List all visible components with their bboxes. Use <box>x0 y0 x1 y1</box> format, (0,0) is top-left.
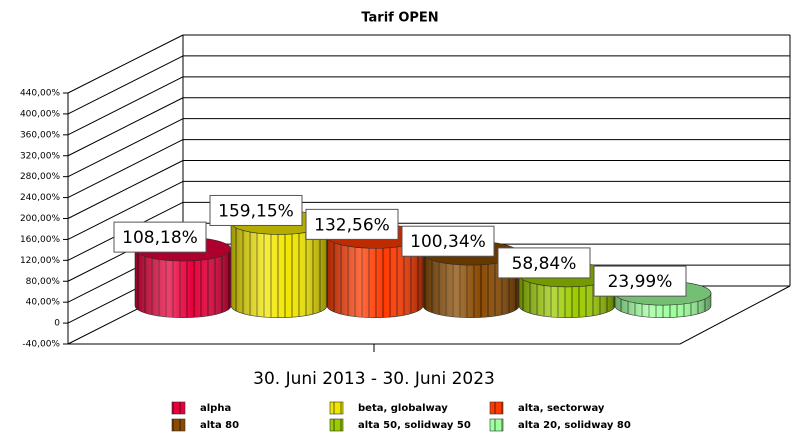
y-tick-label: 400,00% <box>20 109 60 119</box>
legend-label: alta 20, solidway 80 <box>518 420 631 431</box>
legend-label: beta, globalway <box>358 403 448 414</box>
value-label-box <box>593 265 687 297</box>
legend-swatch <box>329 401 344 415</box>
legend-swatch <box>171 418 186 432</box>
y-tick-label: 40,00% <box>26 298 61 308</box>
grid-line <box>67 139 184 199</box>
bar <box>230 210 328 318</box>
y-tick-label: 360,00% <box>20 130 60 140</box>
value-label-box <box>113 221 207 253</box>
y-tick-label: 0 <box>54 319 60 329</box>
legend-swatch <box>171 401 186 415</box>
y-tick-label: -40,00% <box>22 340 60 350</box>
floor <box>68 285 791 345</box>
value-label: 58,84% <box>512 254 577 274</box>
value-label-box <box>209 194 303 226</box>
chart-title: Tarif OPEN <box>361 11 438 26</box>
value-label-box <box>401 225 495 257</box>
grid-line <box>67 76 184 136</box>
value-label: 23,99% <box>608 272 673 292</box>
y-tick-label: 80,00% <box>26 277 61 287</box>
x-tick-label: 30. Juni 2013 - 30. Juni 2023 <box>253 369 495 389</box>
grid-line <box>67 55 184 115</box>
grid-line <box>67 34 184 94</box>
value-label: 132,56% <box>314 215 390 235</box>
grid-line <box>67 118 184 178</box>
legend-swatch <box>489 401 504 415</box>
legend-label: alta 50, solidway 50 <box>358 420 471 431</box>
grid-line <box>67 160 184 219</box>
value-label-box <box>497 247 591 279</box>
legend-swatch <box>489 418 504 432</box>
y-tick-label: 440,00% <box>20 89 60 99</box>
y-tick-label: 240,00% <box>20 193 60 203</box>
legend-swatch <box>329 418 344 432</box>
y-tick-label: 280,00% <box>20 172 60 182</box>
value-label-box <box>305 208 399 240</box>
y-tick-label: 320,00% <box>20 151 60 161</box>
value-label: 108,18% <box>122 228 198 248</box>
y-tick-label: 200,00% <box>20 214 60 224</box>
legend-label: alpha <box>200 403 231 414</box>
value-label: 100,34% <box>410 232 486 252</box>
legend-label: alta 80 <box>200 420 239 431</box>
y-tick-label: 120,00% <box>20 256 60 266</box>
y-tick-label: 160,00% <box>20 235 60 245</box>
grid-line <box>67 97 184 157</box>
value-label: 159,15% <box>218 201 294 221</box>
legend-label: alta, sectorway <box>518 403 605 414</box>
grid-line <box>67 180 184 240</box>
